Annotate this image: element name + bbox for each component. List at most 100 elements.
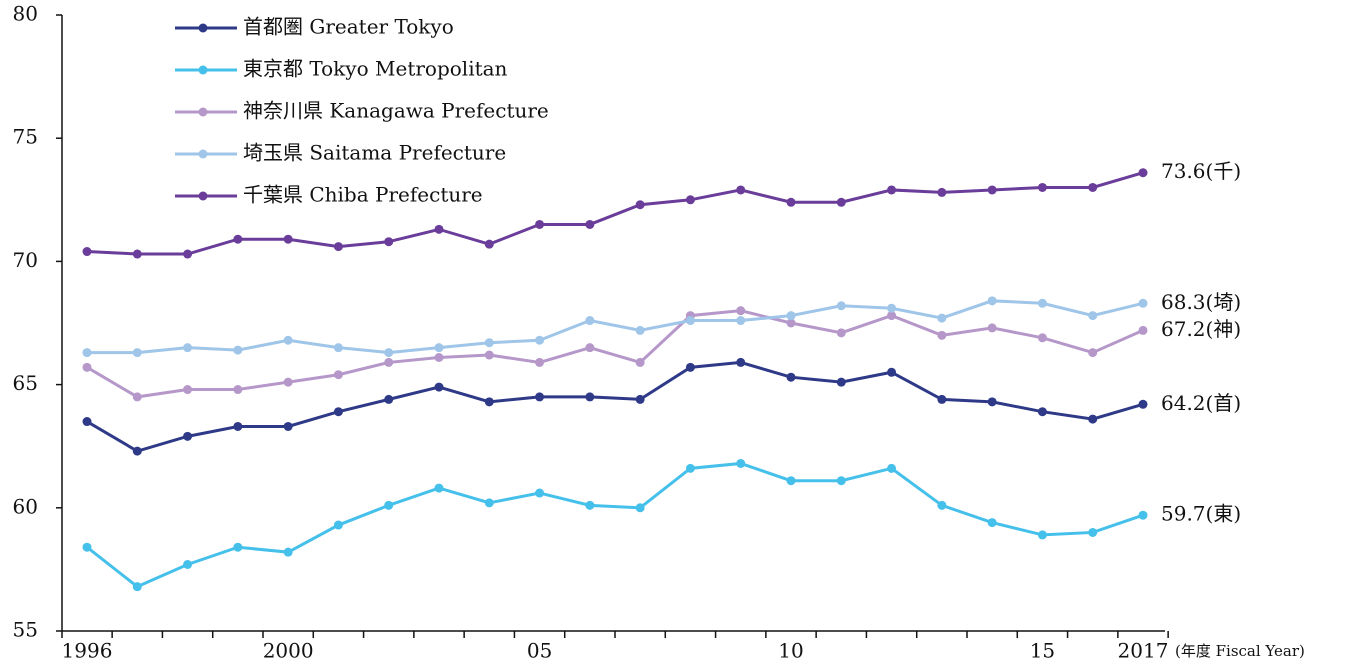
- x-tick-label: 15: [1030, 639, 1055, 663]
- point: [384, 394, 394, 404]
- point: [484, 397, 494, 407]
- point: [1138, 168, 1148, 178]
- series-line: [86, 309, 1144, 399]
- point: [635, 325, 645, 335]
- x-tick-label: 05: [527, 639, 552, 663]
- point: [1138, 510, 1148, 520]
- point: [132, 446, 142, 456]
- point: [1088, 182, 1098, 192]
- point: [937, 394, 947, 404]
- point: [836, 377, 846, 387]
- point: [283, 547, 293, 557]
- point: [1037, 298, 1047, 308]
- end-label: 64.2(首): [1161, 391, 1241, 415]
- point: [1088, 527, 1098, 537]
- point: [736, 185, 746, 195]
- end-label: 68.3(埼): [1161, 290, 1241, 314]
- point: [82, 362, 92, 372]
- point: [887, 367, 897, 377]
- y-tick-label: 80: [13, 2, 38, 26]
- point: [82, 417, 92, 427]
- point: [736, 306, 746, 316]
- point: [1088, 414, 1098, 424]
- legend-marker: [198, 107, 208, 117]
- point: [434, 352, 444, 362]
- point: [887, 303, 897, 313]
- point: [434, 224, 444, 234]
- legend-label: 神奈川県 Kanagawa Prefecture: [243, 99, 549, 123]
- point: [585, 500, 595, 510]
- point: [1037, 530, 1047, 540]
- point: [283, 377, 293, 387]
- legend-label: 首都圏 Greater Tokyo: [243, 15, 454, 39]
- point: [685, 463, 695, 473]
- point: [434, 343, 444, 353]
- point: [132, 392, 142, 402]
- point: [585, 316, 595, 326]
- point: [786, 476, 796, 486]
- point: [937, 500, 947, 510]
- point: [283, 234, 293, 244]
- point: [82, 247, 92, 257]
- point: [233, 421, 243, 431]
- x-tick-label: 10: [778, 639, 803, 663]
- point: [384, 237, 394, 247]
- series-line: [86, 171, 1144, 256]
- point: [836, 328, 846, 338]
- point: [887, 463, 897, 473]
- point: [786, 372, 796, 382]
- point: [434, 382, 444, 392]
- y-tick-label: 55: [13, 618, 38, 642]
- point: [535, 392, 545, 402]
- point: [635, 200, 645, 210]
- point: [132, 348, 142, 358]
- point: [887, 185, 897, 195]
- point: [987, 185, 997, 195]
- point: [937, 313, 947, 323]
- y-tick-label: 75: [13, 125, 38, 149]
- y-tick-label: 70: [13, 248, 38, 272]
- point: [484, 239, 494, 249]
- point: [937, 330, 947, 340]
- point: [233, 234, 243, 244]
- point: [1037, 333, 1047, 343]
- point: [132, 582, 142, 592]
- point: [685, 316, 695, 326]
- end-label: 67.2(神): [1161, 317, 1241, 341]
- point: [786, 197, 796, 207]
- point: [233, 542, 243, 552]
- point: [434, 483, 444, 493]
- point: [535, 488, 545, 498]
- point: [484, 338, 494, 348]
- point: [635, 394, 645, 404]
- point: [233, 345, 243, 355]
- series-line: [86, 360, 1144, 453]
- point: [333, 520, 343, 530]
- y-tick-label: 60: [13, 494, 38, 518]
- point: [333, 343, 343, 353]
- x-tick-label: 2000: [263, 639, 314, 663]
- point: [987, 397, 997, 407]
- point: [333, 242, 343, 252]
- point: [585, 343, 595, 353]
- x-tick-label: 2017: [1118, 639, 1169, 663]
- point: [384, 500, 394, 510]
- point: [786, 311, 796, 321]
- point: [1088, 348, 1098, 358]
- point: [333, 370, 343, 380]
- point: [535, 219, 545, 229]
- point: [635, 357, 645, 367]
- point: [535, 335, 545, 345]
- point: [987, 518, 997, 528]
- point: [1138, 298, 1148, 308]
- point: [183, 249, 193, 259]
- point: [635, 503, 645, 513]
- point: [132, 249, 142, 259]
- point: [736, 357, 746, 367]
- point: [82, 542, 92, 552]
- point: [836, 476, 846, 486]
- point: [786, 318, 796, 328]
- point: [585, 219, 595, 229]
- legend-marker: [198, 65, 208, 75]
- legend-marker: [198, 149, 208, 159]
